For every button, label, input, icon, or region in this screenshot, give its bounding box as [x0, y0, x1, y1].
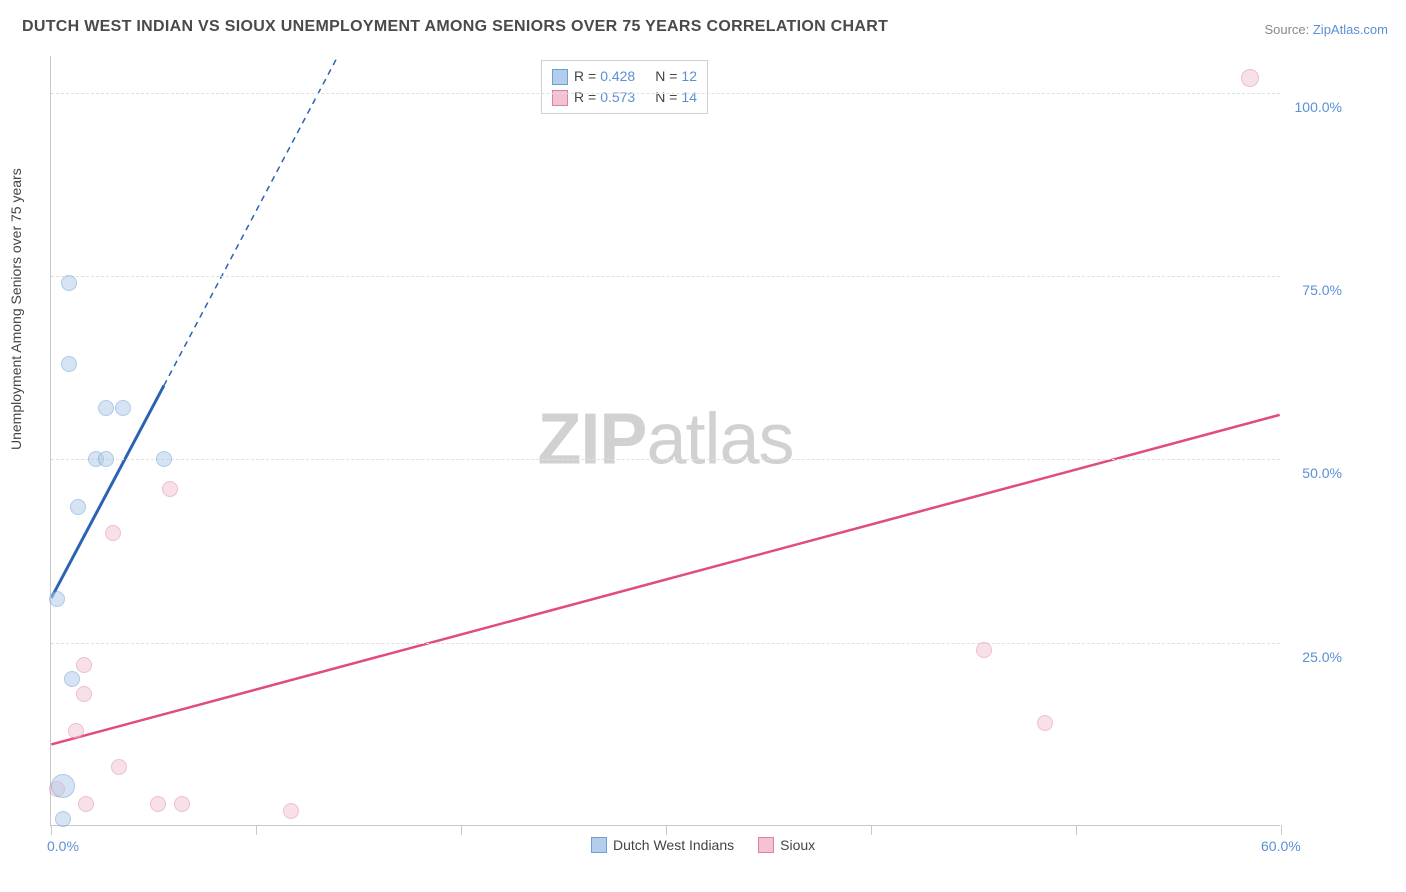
r-value-pink: 0.573 — [600, 87, 635, 108]
source-link[interactable]: ZipAtlas.com — [1313, 22, 1388, 37]
scatter-point-blue — [61, 275, 77, 291]
legend-stats-row-pink: R = 0.573 N = 14 — [552, 87, 697, 108]
y-tick-label: 50.0% — [1302, 465, 1342, 481]
scatter-point-blue — [70, 499, 86, 515]
watermark-atlas: atlas — [646, 399, 793, 479]
gridline — [51, 459, 1280, 460]
legend-series: Dutch West Indians Sioux — [591, 837, 815, 853]
swatch-pink-icon — [758, 837, 774, 853]
scatter-point-blue — [98, 400, 114, 416]
scatter-point-blue — [115, 400, 131, 416]
n-label: N = — [655, 66, 677, 87]
legend-item-blue: Dutch West Indians — [591, 837, 734, 853]
scatter-point-blue — [156, 451, 172, 467]
scatter-point-pink — [78, 796, 94, 812]
scatter-point-pink — [1037, 715, 1053, 731]
legend-label-pink: Sioux — [780, 837, 815, 853]
x-tick — [1281, 825, 1282, 835]
y-axis-label: Unemployment Among Seniors over 75 years — [8, 168, 24, 450]
scatter-point-pink — [76, 657, 92, 673]
r-label: R = — [574, 66, 596, 87]
gridline — [51, 276, 1280, 277]
n-value-pink: 14 — [681, 87, 697, 108]
legend-stats-row-blue: R = 0.428 N = 12 — [552, 66, 697, 87]
scatter-point-blue — [55, 811, 71, 827]
scatter-point-pink — [68, 723, 84, 739]
scatter-point-blue — [51, 774, 75, 798]
scatter-point-pink — [105, 525, 121, 541]
scatter-point-pink — [111, 759, 127, 775]
scatter-point-pink — [1241, 69, 1259, 87]
x-tick — [1076, 825, 1077, 835]
x-tick-label: 0.0% — [47, 838, 79, 854]
x-tick — [256, 825, 257, 835]
x-tick-label: 60.0% — [1261, 838, 1340, 854]
gridline — [51, 93, 1280, 94]
watermark-zip: ZIP — [537, 399, 646, 479]
x-tick — [666, 825, 667, 835]
x-tick — [51, 825, 52, 835]
watermark: ZIPatlas — [537, 398, 793, 480]
scatter-point-pink — [150, 796, 166, 812]
scatter-point-blue — [49, 591, 65, 607]
chart-title: DUTCH WEST INDIAN VS SIOUX UNEMPLOYMENT … — [22, 18, 888, 36]
scatter-point-pink — [283, 803, 299, 819]
source-attribution: Source: ZipAtlas.com — [1264, 22, 1388, 37]
x-tick — [871, 825, 872, 835]
n-value-blue: 12 — [681, 66, 697, 87]
trend-lines-layer — [51, 56, 1280, 825]
swatch-blue-icon — [591, 837, 607, 853]
scatter-point-pink — [174, 796, 190, 812]
scatter-point-blue — [61, 356, 77, 372]
source-label: Source: — [1264, 22, 1312, 37]
legend-label-blue: Dutch West Indians — [613, 837, 734, 853]
r-value-blue: 0.428 — [600, 66, 635, 87]
y-tick-label: 25.0% — [1302, 649, 1342, 665]
scatter-point-pink — [162, 481, 178, 497]
y-tick-label: 100.0% — [1295, 99, 1342, 115]
scatter-point-pink — [76, 686, 92, 702]
x-tick — [461, 825, 462, 835]
legend-item-pink: Sioux — [758, 837, 815, 853]
r-label: R = — [574, 87, 596, 108]
scatter-point-pink — [976, 642, 992, 658]
n-label: N = — [655, 87, 677, 108]
scatter-point-blue — [98, 451, 114, 467]
y-tick-label: 75.0% — [1302, 282, 1342, 298]
legend-stats: R = 0.428 N = 12 R = 0.573 N = 14 — [541, 60, 708, 114]
plot-area: ZIPatlas R = 0.428 N = 12 R = 0.573 N = … — [50, 56, 1280, 826]
swatch-blue — [552, 69, 568, 85]
scatter-point-blue — [64, 671, 80, 687]
gridline — [51, 643, 1280, 644]
